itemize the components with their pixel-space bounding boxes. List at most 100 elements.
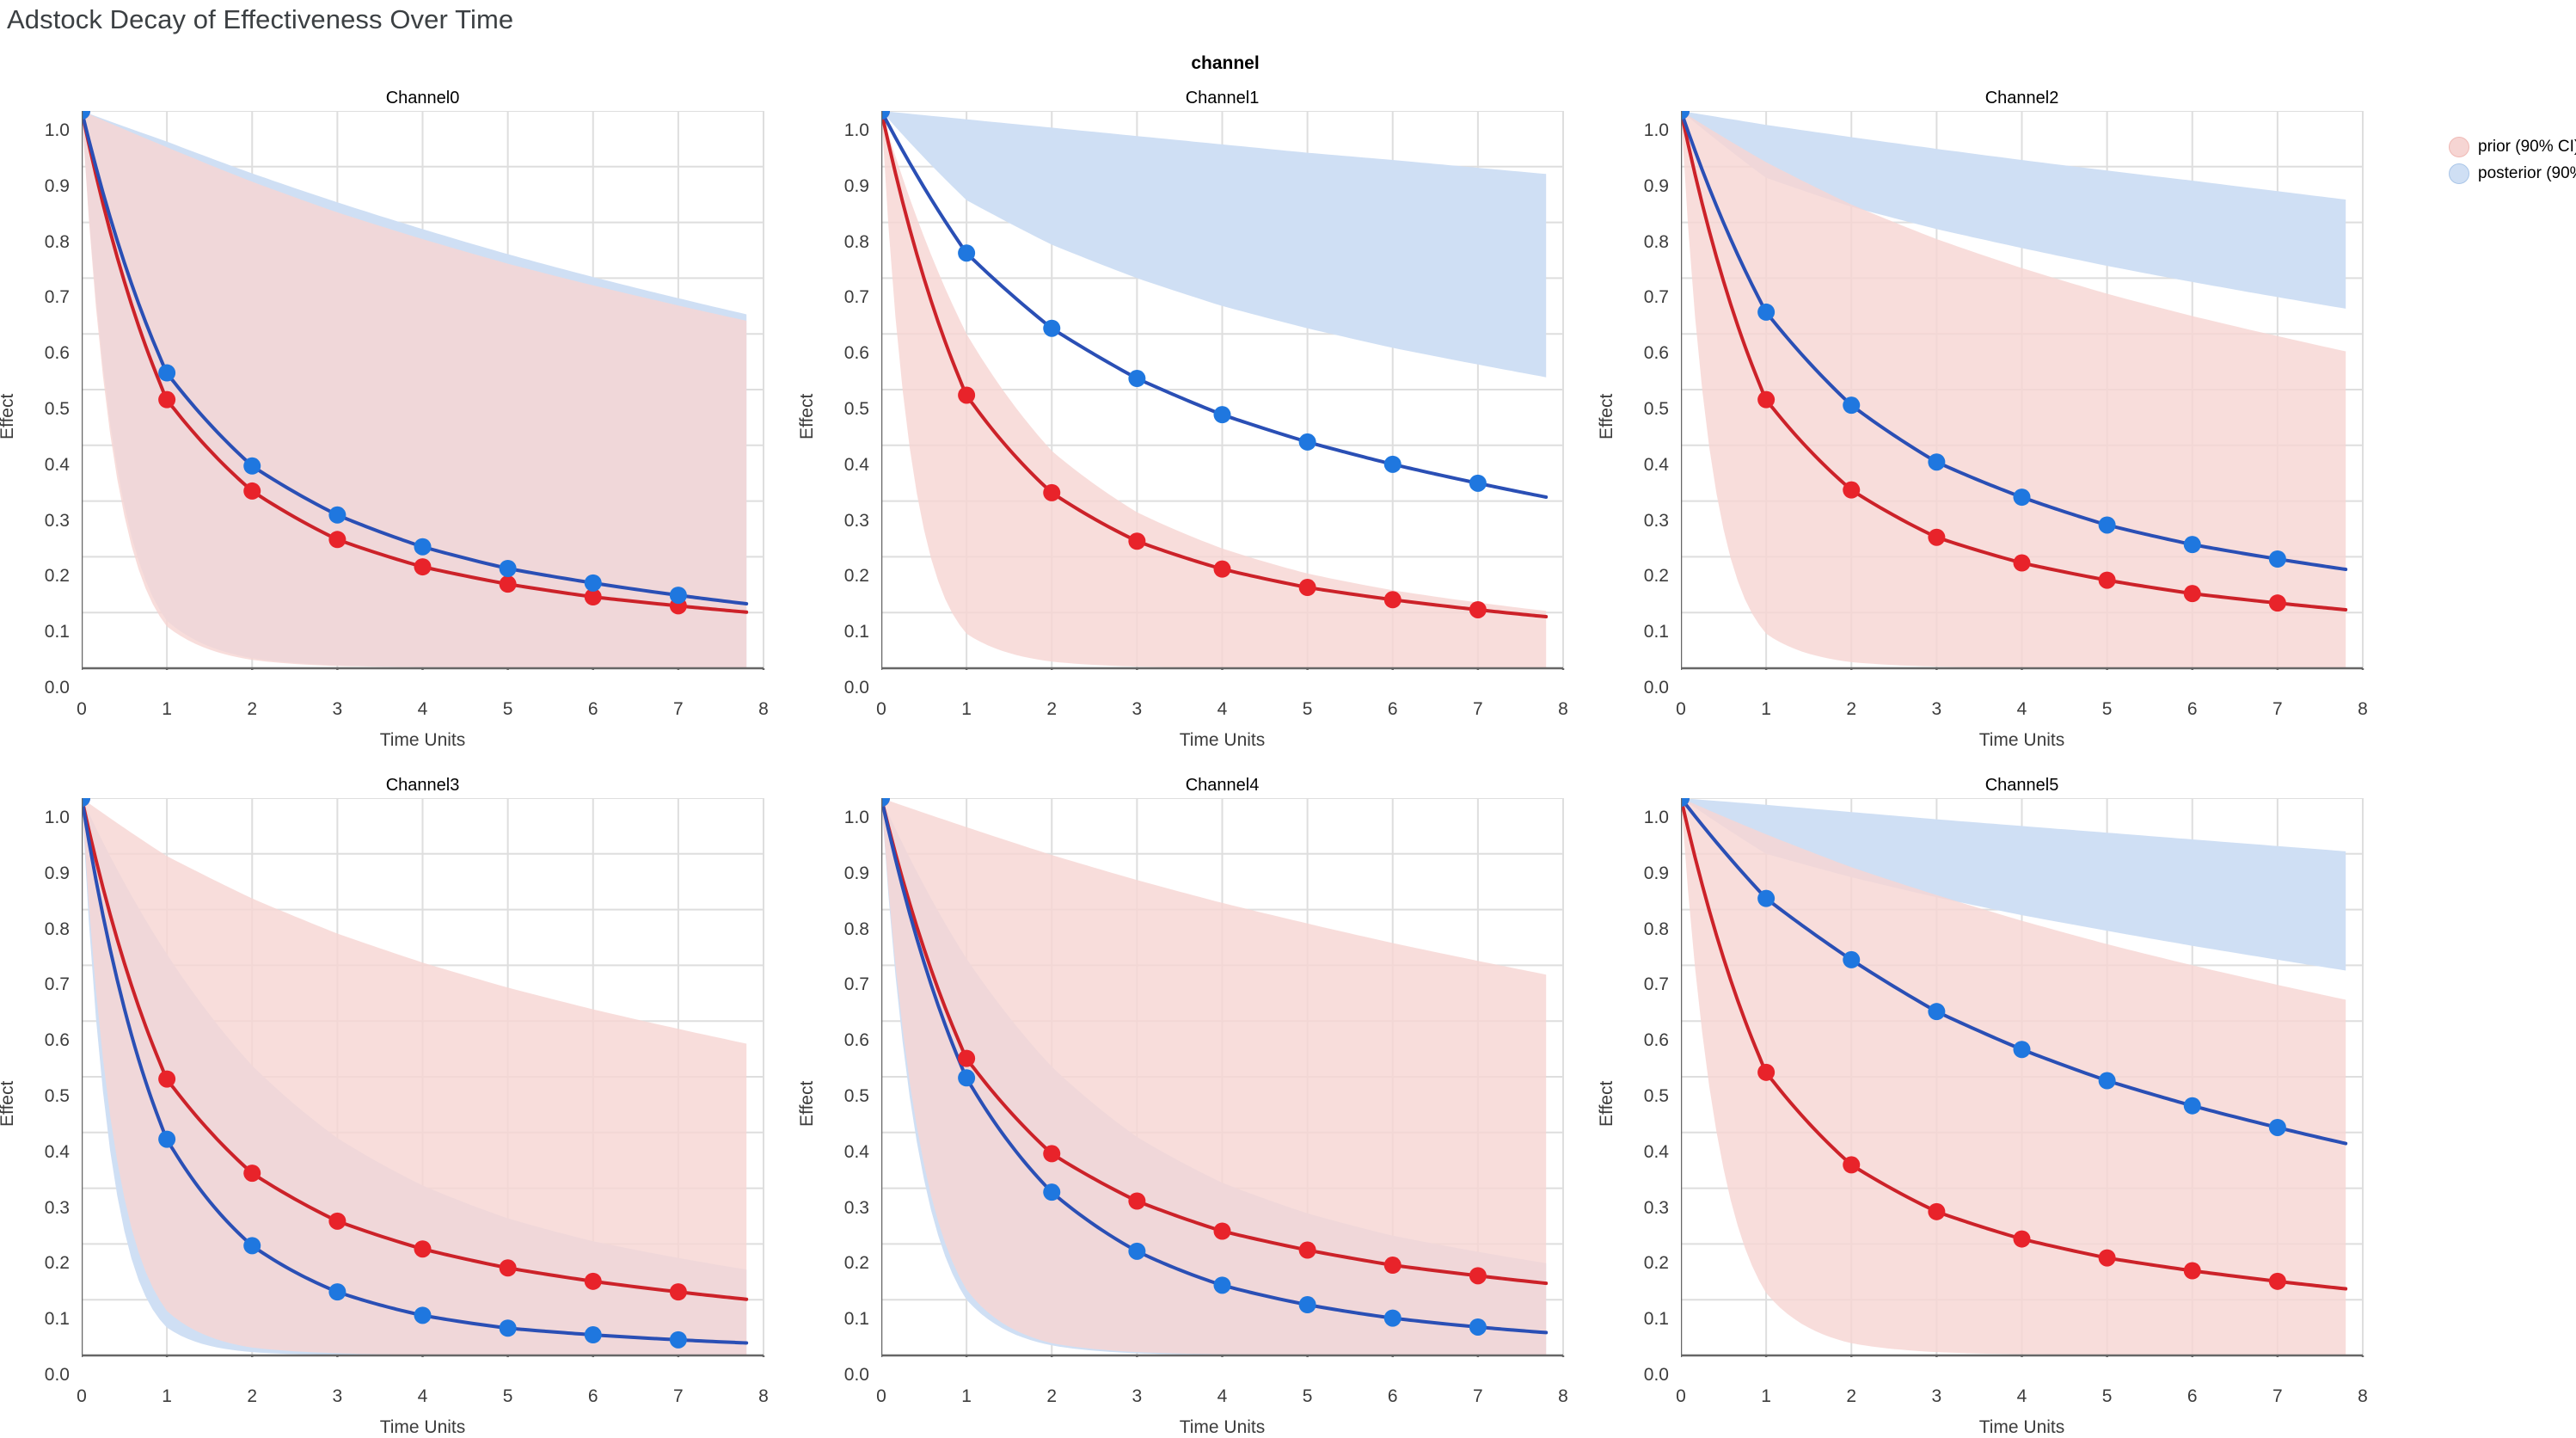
posterior-data-point[interactable]: [1043, 319, 1061, 337]
posterior-data-point[interactable]: [158, 364, 176, 382]
prior-data-point[interactable]: [2013, 1230, 2031, 1248]
prior-data-point[interactable]: [1757, 1063, 1776, 1081]
prior-data-point[interactable]: [2013, 554, 2031, 572]
prior-data-point[interactable]: [1383, 1257, 1401, 1275]
posterior-data-point[interactable]: [1757, 889, 1776, 907]
posterior-data-point[interactable]: [1043, 1183, 1061, 1201]
prior-data-point[interactable]: [958, 1049, 976, 1067]
prior-data-point[interactable]: [1213, 1222, 1231, 1240]
prior-data-point[interactable]: [1043, 1145, 1061, 1163]
prior-data-point[interactable]: [328, 531, 347, 549]
legend-item[interactable]: posterior (90% CI): [2449, 160, 2576, 187]
prior-data-point[interactable]: [669, 1283, 687, 1301]
x-axis-tick-label: 3: [1132, 1386, 1143, 1406]
y-axis-tick-label: 0.0: [1643, 1365, 1669, 1385]
x-axis-tick-label: 8: [758, 1386, 769, 1406]
posterior-data-point[interactable]: [1213, 406, 1231, 424]
prior-data-point[interactable]: [2183, 585, 2201, 603]
prior-data-point[interactable]: [243, 1165, 261, 1183]
posterior-data-point[interactable]: [2183, 1097, 2201, 1115]
posterior-data-point[interactable]: [414, 538, 432, 556]
legend: prior (90% CI) posterior (90% CI): [2449, 133, 2576, 187]
posterior-data-point[interactable]: [2098, 516, 2116, 534]
posterior-data-point[interactable]: [1928, 1003, 1946, 1021]
prior-data-point[interactable]: [2268, 594, 2286, 612]
x-axis-label: Time Units: [1978, 730, 2065, 750]
posterior-data-point[interactable]: [499, 1319, 517, 1337]
posterior-data-point[interactable]: [881, 111, 890, 120]
posterior-data-point[interactable]: [2268, 1118, 2286, 1136]
posterior-data-point[interactable]: [584, 1326, 602, 1344]
posterior-data-point[interactable]: [328, 506, 347, 524]
posterior-data-point[interactable]: [499, 560, 517, 578]
posterior-data-point[interactable]: [328, 1283, 347, 1301]
prior-data-point[interactable]: [584, 1272, 602, 1290]
posterior-data-point[interactable]: [1681, 111, 1690, 120]
posterior-data-point[interactable]: [669, 1330, 687, 1349]
posterior-data-point[interactable]: [2268, 550, 2286, 568]
posterior-data-point[interactable]: [1128, 370, 1146, 388]
prior-data-point[interactable]: [1213, 560, 1231, 578]
posterior-data-point[interactable]: [881, 798, 890, 807]
x-axis-label: Time Units: [379, 730, 466, 750]
posterior-data-point[interactable]: [2013, 1041, 2031, 1059]
prior-data-point[interactable]: [2098, 1249, 2116, 1267]
prior-data-point[interactable]: [158, 1070, 176, 1088]
prior-data-point[interactable]: [1128, 532, 1146, 550]
posterior-data-point[interactable]: [1757, 303, 1776, 321]
posterior-data-point[interactable]: [1681, 798, 1690, 807]
prior-data-point[interactable]: [958, 386, 976, 404]
legend-item[interactable]: prior (90% CI): [2449, 133, 2576, 160]
posterior-data-point[interactable]: [958, 1069, 976, 1087]
prior-data-point[interactable]: [1757, 390, 1776, 409]
posterior-data-point[interactable]: [1843, 396, 1861, 415]
prior-data-point[interactable]: [158, 390, 176, 409]
prior-data-point[interactable]: [1843, 481, 1861, 499]
posterior-data-point[interactable]: [1469, 1318, 1487, 1336]
y-axis-tick-label: 0.6: [1643, 343, 1669, 364]
prior-data-point[interactable]: [584, 588, 602, 606]
posterior-data-point[interactable]: [584, 574, 602, 592]
y-axis-tick-label: 0.8: [44, 919, 70, 939]
prior-data-point[interactable]: [2098, 571, 2116, 589]
prior-data-point[interactable]: [1298, 1241, 1316, 1259]
posterior-data-point[interactable]: [82, 111, 90, 120]
posterior-data-point[interactable]: [158, 1130, 176, 1148]
prior-data-point[interactable]: [1843, 1156, 1861, 1174]
prior-data-point[interactable]: [1128, 1192, 1146, 1210]
posterior-data-point[interactable]: [1213, 1276, 1231, 1294]
prior-data-point[interactable]: [414, 1240, 432, 1258]
prior-data-point[interactable]: [1469, 1267, 1487, 1285]
prior-data-point[interactable]: [1928, 1202, 1946, 1220]
posterior-data-point[interactable]: [1843, 950, 1861, 968]
prior-data-point[interactable]: [1383, 591, 1401, 609]
prior-data-point[interactable]: [2268, 1272, 2286, 1290]
prior-data-point[interactable]: [499, 1259, 517, 1277]
prior-data-point[interactable]: [414, 558, 432, 576]
posterior-data-point[interactable]: [958, 244, 976, 262]
prior-data-point[interactable]: [1298, 579, 1316, 597]
prior-data-point[interactable]: [328, 1212, 347, 1230]
posterior-data-point[interactable]: [1469, 474, 1487, 492]
prior-data-point[interactable]: [2183, 1262, 2201, 1280]
x-axis-tick-label: 7: [673, 699, 684, 719]
posterior-data-point[interactable]: [82, 798, 90, 807]
posterior-data-point[interactable]: [1383, 455, 1401, 473]
posterior-data-point[interactable]: [2183, 536, 2201, 554]
prior-data-point[interactable]: [1043, 483, 1061, 501]
prior-data-point[interactable]: [1928, 528, 1946, 546]
posterior-data-point[interactable]: [1298, 1296, 1316, 1314]
posterior-data-point[interactable]: [1298, 433, 1316, 451]
posterior-data-point[interactable]: [1928, 453, 1946, 471]
posterior-data-point[interactable]: [414, 1306, 432, 1324]
posterior-data-point[interactable]: [2098, 1072, 2116, 1090]
prior-data-point[interactable]: [1469, 600, 1487, 618]
posterior-data-point[interactable]: [1383, 1309, 1401, 1327]
posterior-data-point[interactable]: [669, 587, 687, 605]
posterior-data-point[interactable]: [243, 457, 261, 475]
prior-data-point[interactable]: [499, 575, 517, 593]
posterior-data-point[interactable]: [243, 1237, 261, 1255]
prior-data-point[interactable]: [243, 482, 261, 500]
posterior-data-point[interactable]: [1128, 1242, 1146, 1260]
posterior-data-point[interactable]: [2013, 489, 2031, 507]
